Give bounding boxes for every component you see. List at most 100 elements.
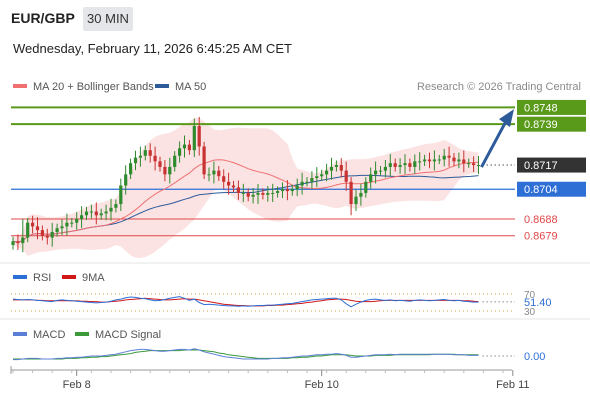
candle-body bbox=[129, 163, 133, 175]
pivot-level-tag bbox=[517, 181, 586, 197]
candle-body bbox=[246, 192, 250, 197]
candle-body bbox=[467, 163, 471, 165]
x-tick-label: Feb 8 bbox=[63, 379, 91, 391]
candle-body bbox=[378, 170, 383, 172]
candle-body bbox=[408, 163, 412, 167]
candle-body bbox=[124, 174, 128, 186]
candle-body bbox=[207, 174, 211, 176]
candle-body bbox=[119, 185, 123, 205]
candle-body bbox=[472, 163, 476, 166]
forecast-arrow bbox=[480, 109, 514, 168]
price-levels: 0.8748 0.8739 0.8717 0.8704 0.8688 0.8679 bbox=[11, 99, 586, 243]
timestamp: Wednesday, February 11, 2026 6:45:25 AM … bbox=[13, 41, 292, 56]
rsi-ma-legend-swatch bbox=[62, 275, 76, 279]
macd-signal-legend-label: MACD Signal bbox=[95, 329, 161, 341]
bollinger-band-area bbox=[13, 117, 479, 258]
candle-body bbox=[168, 166, 172, 175]
candle-body bbox=[437, 159, 441, 161]
candle-body bbox=[109, 207, 113, 212]
candle-body bbox=[413, 161, 417, 167]
candle-body bbox=[89, 211, 93, 213]
candle-body bbox=[212, 170, 216, 175]
ma50-legend-swatch bbox=[155, 84, 169, 88]
credit-label: Research © 2026 Trading Central bbox=[417, 81, 581, 93]
candle-body bbox=[315, 176, 319, 179]
macd-signal-line bbox=[13, 349, 479, 360]
candle-body bbox=[261, 192, 265, 195]
candle-body bbox=[202, 146, 206, 175]
candle-body bbox=[339, 165, 343, 171]
candle-body bbox=[26, 222, 30, 238]
candle-body bbox=[182, 144, 187, 149]
candle-body bbox=[325, 170, 329, 175]
candle-body bbox=[80, 215, 84, 219]
candle-body bbox=[187, 144, 191, 151]
candle-body bbox=[266, 192, 270, 195]
candle-body bbox=[310, 178, 314, 182]
candle-body bbox=[276, 191, 280, 193]
candle-body bbox=[173, 155, 177, 167]
candle-body bbox=[462, 159, 466, 164]
candle-body bbox=[300, 181, 304, 186]
macd-panel: 0.00 bbox=[13, 348, 545, 363]
resistance-level-label: 0.8748 bbox=[524, 102, 558, 114]
candle-body bbox=[290, 189, 294, 192]
rsi-tick-label: 70 bbox=[524, 290, 536, 301]
macd-legend-label: MACD bbox=[33, 329, 65, 341]
candle-body bbox=[398, 165, 402, 167]
candle-body bbox=[84, 211, 89, 216]
candle-body bbox=[158, 161, 162, 167]
x-tick-label: Feb 11 bbox=[496, 379, 529, 391]
macd-legend-swatch bbox=[13, 332, 27, 336]
candle-body bbox=[50, 231, 54, 238]
macd-legend: MACD MACD Signal bbox=[13, 329, 161, 341]
candle-body bbox=[197, 126, 201, 147]
candle-body bbox=[359, 192, 363, 197]
candle-body bbox=[104, 211, 108, 214]
candle-body bbox=[60, 226, 64, 229]
candle-body bbox=[231, 185, 236, 188]
macd-current-label: 0.00 bbox=[524, 351, 545, 363]
resistance-level-label: 0.8739 bbox=[524, 119, 558, 131]
rsi-tick-label: 30 bbox=[524, 307, 536, 318]
candle-body bbox=[11, 241, 15, 245]
candle-body bbox=[383, 166, 387, 171]
macd-signal-legend-swatch bbox=[75, 332, 89, 336]
candle-body bbox=[285, 189, 289, 192]
rsi-legend-swatch bbox=[13, 275, 27, 279]
support-level-label: 0.8688 bbox=[524, 214, 558, 226]
candle-body bbox=[222, 176, 226, 182]
candle-body bbox=[256, 192, 260, 195]
candle-body bbox=[35, 226, 40, 231]
candle-body bbox=[236, 187, 240, 193]
candle-body bbox=[447, 155, 451, 158]
rsi-line bbox=[12, 296, 479, 308]
candle-body bbox=[94, 211, 98, 216]
candle-body bbox=[31, 222, 35, 227]
candle-body bbox=[334, 165, 338, 167]
candle-body bbox=[241, 192, 245, 194]
candle-body bbox=[388, 163, 392, 167]
candle-body bbox=[280, 189, 285, 192]
candle-body bbox=[192, 126, 196, 151]
candle-body bbox=[114, 204, 118, 208]
candle-body bbox=[227, 181, 231, 186]
resistance-level-tag bbox=[517, 116, 586, 132]
timeframe-button[interactable]: 30 MIN bbox=[83, 7, 133, 31]
candles bbox=[11, 116, 481, 253]
rsi-current-label: 51.40 bbox=[524, 297, 552, 309]
candle-body bbox=[45, 235, 49, 238]
pivot-level-label: 0.8704 bbox=[524, 184, 558, 196]
macd-line bbox=[13, 348, 479, 361]
candle-body bbox=[369, 174, 373, 182]
candle-body bbox=[374, 170, 378, 175]
candle-body bbox=[148, 150, 152, 156]
rsi-legend: RSI 9MA bbox=[13, 272, 105, 284]
resistance-level-tag bbox=[517, 99, 586, 115]
current-price-tag bbox=[517, 157, 586, 173]
ma20-legend-label: MA 20 + Bollinger Bands bbox=[33, 81, 154, 93]
candle-body bbox=[143, 150, 147, 156]
x-tick-label: Feb 10 bbox=[305, 379, 339, 391]
